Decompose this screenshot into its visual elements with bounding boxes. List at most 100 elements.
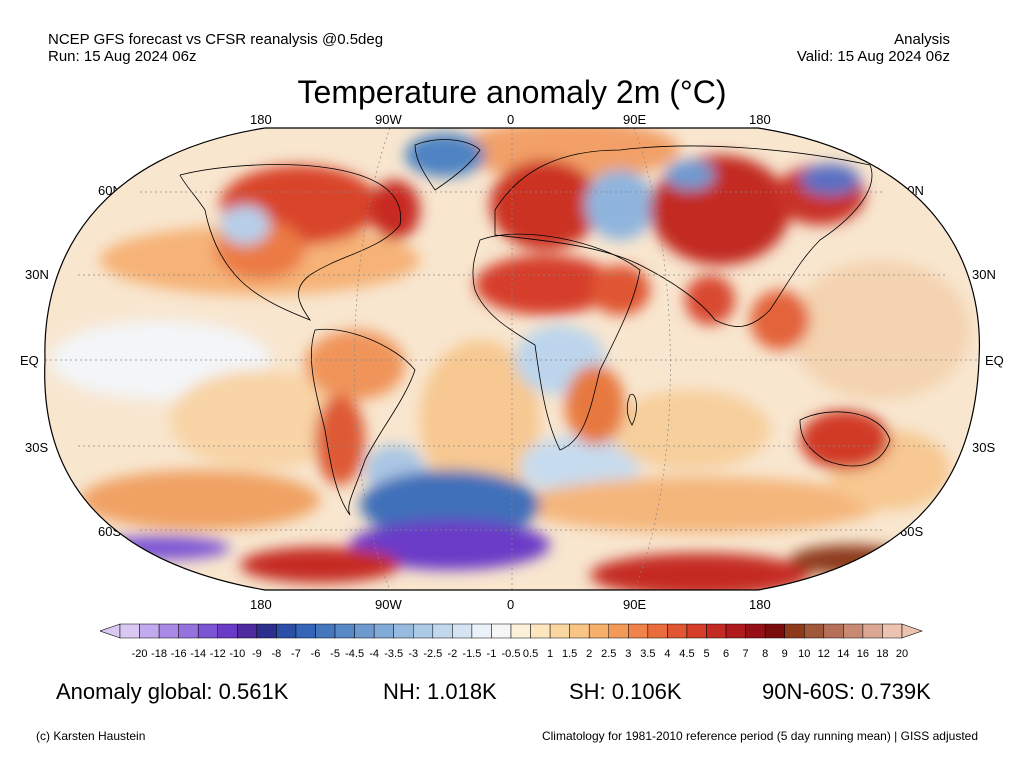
colorbar: -20 -18 -16 -14 -12 -10 -9 -8 -7 -6 -5 -4.5 -4 -3.5 -3… bbox=[100, 623, 923, 660]
model-description: NCEP GFS forecast vs CFSR reanalysis @0.… bbox=[48, 31, 384, 48]
colorbar-tick-label: 0.5 bbox=[523, 648, 538, 660]
colorbar-tick-label: 20 bbox=[896, 648, 908, 660]
colorbar-tick-label: 16 bbox=[857, 648, 869, 660]
lon-label-top-90w: 90W bbox=[375, 112, 402, 127]
lon-label-top-180e: 180 bbox=[749, 112, 771, 127]
colorbar-tick-label: 2 bbox=[586, 648, 592, 660]
colorbar-swatch bbox=[647, 623, 668, 639]
colorbar-swatch bbox=[432, 623, 453, 639]
colorbar-tick-label: -16 bbox=[171, 648, 187, 660]
credit-text: (c) Karsten Haustein bbox=[36, 729, 146, 743]
climatology-note: Climatology for 1981-2010 reference peri… bbox=[541, 729, 978, 743]
colorbar-tick-label: 18 bbox=[876, 648, 888, 660]
colorbar-tick-label: 2.5 bbox=[601, 648, 616, 660]
colorbar-swatch bbox=[725, 623, 746, 639]
colorbar-tick-label: -1 bbox=[487, 648, 497, 660]
lon-label-bottom-0: 0 bbox=[507, 597, 515, 612]
colorbar-swatch bbox=[158, 623, 179, 639]
colorbar-swatch bbox=[452, 623, 473, 639]
lat-label-right-30n: 30N bbox=[972, 267, 996, 282]
colorbar-tick-label: -6 bbox=[311, 648, 321, 660]
colorbar-swatch bbox=[471, 623, 492, 639]
colorbar-tick-label: -0.5 bbox=[502, 648, 521, 660]
colorbar-tick-label: -3.5 bbox=[384, 648, 403, 660]
colorbar-swatch bbox=[256, 623, 277, 639]
colorbar-swatch bbox=[237, 623, 258, 639]
colorbar-swatch bbox=[315, 623, 336, 639]
anomaly-map bbox=[44, 127, 981, 591]
colorbar-swatch bbox=[804, 623, 825, 639]
colorbar-tick-label: -5 bbox=[330, 648, 340, 660]
colorbar-swatch bbox=[608, 623, 629, 639]
colorbar-tick-label: -10 bbox=[229, 648, 245, 660]
colorbar-tick-label: 1.5 bbox=[562, 648, 577, 660]
colorbar-tick-label: 5 bbox=[703, 648, 709, 660]
colorbar-swatch bbox=[197, 623, 218, 639]
colorbar-tick-label: -4 bbox=[369, 648, 379, 660]
lon-label-top-0: 0 bbox=[507, 112, 515, 127]
colorbar-tick-label: 10 bbox=[798, 648, 810, 660]
colorbar-tick-label: -18 bbox=[151, 648, 167, 660]
coastlines bbox=[179, 139, 891, 516]
colorbar-swatch bbox=[295, 623, 316, 639]
colorbar-tick-label: 6 bbox=[723, 648, 729, 660]
graticule bbox=[45, 128, 980, 590]
colorbar-swatch bbox=[745, 623, 766, 639]
colorbar-tick-label: 9 bbox=[782, 648, 788, 660]
colorbar-tick-label: 1 bbox=[547, 648, 553, 660]
colorbar-tick-label: -4.5 bbox=[345, 648, 364, 660]
colorbar-swatch bbox=[882, 623, 903, 639]
stat-90n-60s-anomaly: 90N-60S: 0.739K bbox=[762, 679, 931, 704]
lat-label-left-30n: 30N bbox=[25, 267, 49, 282]
colorbar-tick-label: -14 bbox=[190, 648, 206, 660]
lat-label-right-eq: EQ bbox=[985, 353, 1004, 368]
colorbar-low-extend bbox=[100, 623, 121, 639]
colorbar-swatch bbox=[139, 623, 160, 639]
colorbar-tick-label: 14 bbox=[837, 648, 849, 660]
analysis-label: Analysis bbox=[894, 31, 950, 48]
colorbar-swatch bbox=[276, 623, 297, 639]
lon-label-top-90e: 90E bbox=[623, 112, 647, 127]
colorbar-swatch bbox=[413, 623, 434, 639]
lon-label-bottom-90e: 90E bbox=[623, 597, 647, 612]
colorbar-swatch bbox=[862, 623, 883, 639]
stat-sh-anomaly: SH: 0.106K bbox=[569, 679, 682, 704]
run-time: Run: 15 Aug 2024 06z bbox=[48, 48, 197, 65]
colorbar-tick-label: -3 bbox=[408, 648, 418, 660]
lon-label-bottom-180e: 180 bbox=[749, 597, 771, 612]
colorbar-swatch bbox=[510, 623, 531, 639]
colorbar-swatch bbox=[178, 623, 199, 639]
colorbar-tick-label: 8 bbox=[762, 648, 768, 660]
colorbar-tick-label: 4 bbox=[664, 648, 670, 660]
lon-label-bottom-90w: 90W bbox=[375, 597, 402, 612]
valid-time: Valid: 15 Aug 2024 06z bbox=[796, 48, 950, 65]
colorbar-swatch bbox=[119, 623, 140, 639]
colorbar-swatch bbox=[784, 623, 805, 639]
colorbar-tick-label: 7 bbox=[743, 648, 749, 660]
stat-nh-anomaly: NH: 1.018K bbox=[383, 679, 497, 704]
colorbar-swatch bbox=[843, 623, 864, 639]
colorbar-tick-label: 12 bbox=[818, 648, 830, 660]
colorbar-swatch bbox=[354, 623, 375, 639]
lat-label-right-30s: 30S bbox=[972, 440, 996, 455]
colorbar-tick-label: -2.5 bbox=[423, 648, 442, 660]
map-title: Temperature anomaly 2m (°C) bbox=[297, 74, 727, 110]
lon-label-bottom-180w: 180 bbox=[250, 597, 272, 612]
colorbar-tick-label: -8 bbox=[272, 648, 282, 660]
colorbar-tick-label: -2 bbox=[447, 648, 457, 660]
header-left: NCEP GFS forecast vs CFSR reanalysis @0.… bbox=[48, 31, 383, 65]
anomaly-field bbox=[44, 128, 980, 590]
colorbar-swatch bbox=[373, 623, 394, 639]
stat-global-anomaly: Anomaly global: 0.561K bbox=[56, 679, 289, 704]
colorbar-swatch bbox=[667, 623, 688, 639]
colorbar-tick-label: -12 bbox=[210, 648, 226, 660]
colorbar-swatch bbox=[823, 623, 844, 639]
colorbar-tick-label: 3.5 bbox=[640, 648, 655, 660]
lat-label-left-30s: 30S bbox=[25, 440, 49, 455]
colorbar-tick-label: -7 bbox=[291, 648, 301, 660]
colorbar-swatch bbox=[549, 623, 570, 639]
colorbar-swatch bbox=[764, 623, 785, 639]
lat-label-left-eq: EQ bbox=[20, 353, 39, 368]
colorbar-high-extend bbox=[901, 623, 923, 639]
colorbar-swatch bbox=[530, 623, 551, 639]
